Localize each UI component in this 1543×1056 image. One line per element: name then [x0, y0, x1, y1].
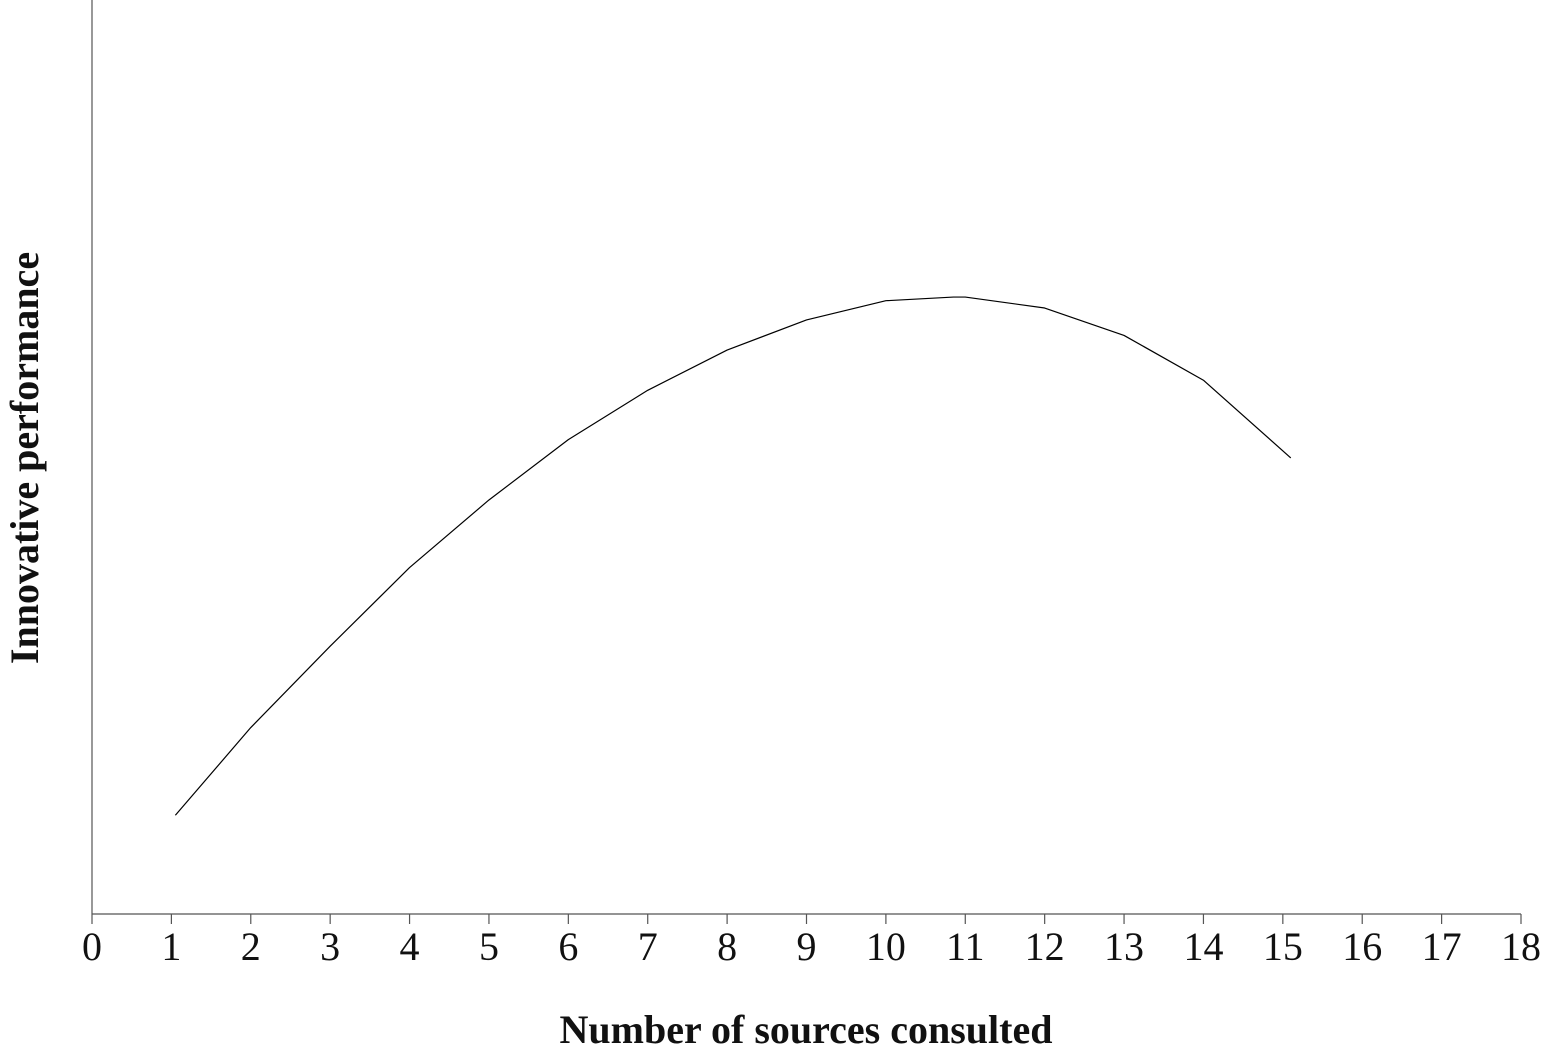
x-tick-label: 7: [638, 924, 658, 969]
x-tick-label: 0: [82, 924, 102, 969]
x-tick-label: 4: [400, 924, 420, 969]
x-tick-label: 2: [241, 924, 261, 969]
x-tick-label: 14: [1183, 924, 1223, 969]
x-tick-label: 16: [1342, 924, 1382, 969]
x-tick-label: 12: [1025, 924, 1065, 969]
x-tick-label: 10: [866, 924, 906, 969]
line: [174, 296, 1292, 816]
x-tick-label: 6: [558, 924, 578, 969]
x-tick-label: 8: [717, 924, 737, 969]
x-tick-label: 18: [1501, 924, 1541, 969]
x-tick-label: 1: [161, 924, 181, 969]
x-tick-label: 9: [797, 924, 817, 969]
x-axis-title: Number of sources consulted: [560, 1007, 1053, 1052]
x-tick-label: 13: [1104, 924, 1144, 969]
x-tick-label: 15: [1263, 924, 1303, 969]
x-tick-label: 11: [946, 924, 985, 969]
x-tick-label: 17: [1422, 924, 1462, 969]
x-tick-label: 5: [479, 924, 499, 969]
x-tick-label: 3: [320, 924, 340, 969]
y-axis-title: Innovative performance: [2, 252, 47, 664]
